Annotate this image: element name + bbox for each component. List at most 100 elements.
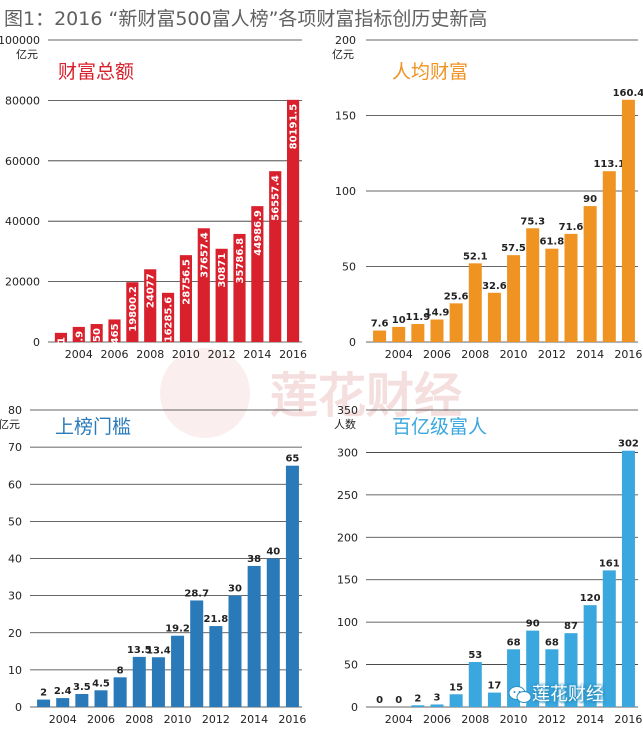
logo-badge: 莲花财经	[508, 680, 604, 706]
bar	[621, 450, 635, 707]
bar	[90, 324, 103, 342]
data-label: 0	[395, 695, 402, 706]
x-tick-label: 2012	[208, 348, 236, 361]
data-label: 160.4	[613, 88, 643, 99]
x-tick-label: 2014	[576, 348, 604, 361]
x-tick-label: 2008	[125, 713, 153, 726]
bar	[487, 292, 501, 342]
x-tick-label: 2004	[385, 713, 413, 726]
bar	[373, 330, 387, 342]
bar	[411, 705, 425, 707]
bar	[468, 662, 482, 707]
data-label: 71.6	[559, 222, 584, 233]
y-tick-label: 60	[8, 478, 22, 491]
data-label: 5001.9	[74, 331, 85, 370]
y-tick-label: 200	[335, 34, 356, 47]
x-tick-label: 2016	[614, 348, 642, 361]
bar	[233, 233, 246, 342]
y-tick-label: 20	[8, 627, 22, 640]
data-label: 25.6	[444, 291, 469, 302]
bar	[621, 99, 635, 343]
y-unit-label: 亿元	[332, 48, 354, 61]
y-tick-label: 0	[349, 336, 356, 349]
x-tick-label: 2010	[500, 713, 528, 726]
x-tick-label: 2004	[385, 348, 413, 361]
y-tick-label: 40000	[5, 215, 40, 228]
bar	[449, 303, 463, 342]
bar	[56, 698, 70, 707]
y-tick-label: 150	[335, 110, 356, 123]
x-tick-label: 2004	[65, 348, 93, 361]
data-label: 28.7	[184, 588, 209, 599]
data-label: 7.6	[371, 319, 389, 330]
data-label: 61.8	[540, 237, 565, 248]
data-label: 11.9	[406, 312, 431, 323]
y-tick-label: 50	[342, 261, 356, 274]
data-label: 24077	[146, 273, 157, 308]
x-tick-label: 2012	[202, 713, 230, 726]
bar	[94, 690, 108, 707]
bar	[430, 704, 444, 707]
data-label: 19800.2	[128, 286, 139, 332]
bar	[144, 269, 157, 342]
y-tick-label: 30	[8, 590, 22, 603]
bar	[285, 465, 299, 707]
x-tick-label: 2010	[500, 348, 528, 361]
y-tick-label: 100	[335, 185, 356, 198]
data-label: 35786.8	[235, 238, 246, 284]
data-label: 7465	[110, 323, 121, 351]
bar	[132, 656, 146, 707]
bar	[602, 570, 616, 707]
chart-title: 上榜门槛	[55, 416, 131, 438]
data-label: 75.3	[520, 216, 545, 227]
y-tick-label: 0	[33, 336, 40, 349]
bar	[564, 633, 578, 707]
data-label: 13.4	[146, 645, 171, 656]
data-label: 87	[564, 621, 578, 632]
bar	[269, 171, 282, 342]
data-label: 15	[449, 682, 463, 693]
y-tick-label: 100000	[0, 34, 40, 47]
bar	[526, 630, 540, 707]
bar	[190, 600, 204, 707]
y-tick-label: 50	[8, 515, 22, 528]
data-label: 38	[247, 554, 261, 565]
bar	[179, 255, 192, 342]
page-title: 图1：2016 “新财富500富人榜”各项财富指标创历史新高	[4, 8, 488, 30]
data-label: 3.5	[73, 682, 91, 693]
y-tick-label: 200	[337, 531, 358, 544]
data-label: 30871	[217, 253, 228, 288]
x-tick-label: 2012	[538, 713, 566, 726]
x-tick-label: 2016	[278, 713, 306, 726]
data-label: 10	[392, 315, 406, 326]
data-label: 13.5	[127, 645, 152, 656]
bar	[583, 605, 597, 707]
data-label: 16285.6	[164, 297, 175, 343]
chart-title: 人均财富	[392, 61, 468, 83]
data-label: 8	[117, 665, 124, 676]
watermark-lotus-mark	[160, 348, 250, 438]
data-label: 0	[376, 695, 383, 706]
x-tick-label: 2008	[136, 348, 164, 361]
bar	[392, 326, 406, 342]
bar	[209, 626, 223, 707]
data-label: 90	[526, 619, 540, 630]
data-label: 17	[487, 681, 501, 692]
data-label: 40	[266, 547, 280, 558]
y-tick-label: 0	[351, 701, 358, 714]
data-label: 37657.4	[199, 232, 210, 278]
x-tick-label: 2004	[49, 713, 77, 726]
data-label: 113.1	[593, 159, 625, 170]
data-label: 44986.9	[253, 210, 264, 256]
bar	[468, 263, 482, 342]
bar	[564, 233, 578, 342]
data-label: 57.5	[501, 243, 526, 254]
data-label: 56557.4	[271, 175, 282, 221]
chart-title: 百亿级富人	[392, 416, 487, 438]
y-unit-label: 亿元	[16, 48, 38, 61]
bar	[215, 248, 228, 342]
bar	[113, 677, 127, 707]
